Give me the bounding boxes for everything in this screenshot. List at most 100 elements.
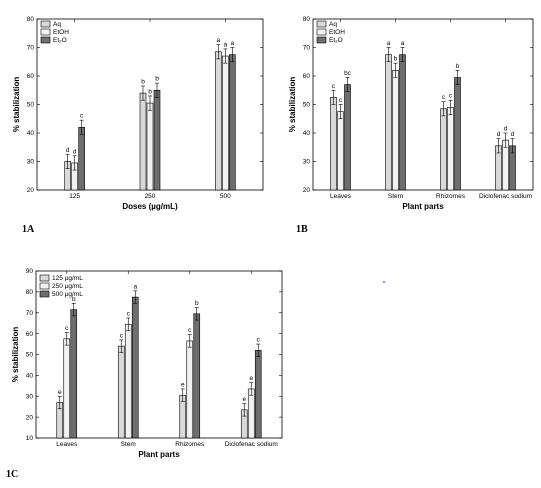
y-tick-label: 80 [303, 16, 311, 23]
significance-label: a [231, 40, 235, 47]
significance-label: a [133, 283, 137, 290]
bar [153, 89, 161, 191]
bar [392, 70, 399, 191]
bar [117, 345, 125, 439]
legend-label: Aq [329, 21, 337, 28]
bar [454, 77, 461, 191]
y-tick-label: 50 [27, 102, 35, 109]
y-tick-label: 60 [303, 73, 311, 80]
bar [193, 313, 201, 439]
x-tick-label: Stem [121, 441, 136, 448]
legend-swatch [316, 20, 327, 28]
y-tick-label: 30 [27, 159, 35, 166]
legend-swatch [316, 36, 327, 44]
significance-label: bc [344, 70, 352, 77]
x-tick-label: 125 [69, 193, 80, 200]
x-axis-title: Plant parts [402, 202, 444, 211]
bar [254, 350, 262, 439]
legend-label: Et₂O [53, 37, 67, 44]
y-tick-label: 40 [27, 130, 35, 137]
y-tick-label: 70 [303, 45, 311, 52]
bar [229, 54, 236, 191]
legend-swatch [39, 274, 50, 282]
legend-swatch [40, 28, 51, 36]
legend-swatch [316, 28, 327, 36]
legend-label: EtOH [53, 29, 69, 36]
y-tick-label: 70 [26, 310, 34, 317]
significance-label: a [217, 37, 221, 44]
panel-label-1b: 1B [296, 224, 308, 235]
bar [215, 51, 222, 191]
bar [440, 108, 447, 191]
significance-label: d [73, 148, 77, 155]
stray-dot [383, 281, 385, 283]
significance-label: c [332, 83, 336, 90]
legend-label: 250 µg/mL [52, 283, 83, 290]
bar [502, 139, 509, 191]
y-tick-label: 20 [303, 187, 311, 194]
significance-label: e [181, 381, 185, 388]
significance-label: d [511, 131, 515, 138]
significance-label: d [66, 147, 70, 154]
y-axis-title: % stabilization [11, 327, 20, 383]
bar [385, 54, 392, 191]
y-tick-label: 40 [303, 130, 311, 137]
chart-1c: 10 20 30 40 50 60 70 80 90 % stabilization Plant p… [11, 268, 283, 459]
significance-label: b [456, 63, 460, 70]
y-tick-label: 30 [26, 393, 34, 400]
y-tick-label: 60 [26, 331, 34, 338]
y-tick-label: 40 [26, 373, 34, 380]
x-tick-label: Rhizomes [175, 441, 205, 448]
y-tick-label: 80 [27, 16, 35, 23]
bar [146, 102, 154, 191]
significance-label: a [224, 41, 228, 48]
legend-label: 125 µg/mL [52, 275, 83, 282]
significance-label: a [401, 40, 405, 47]
bar [124, 323, 132, 439]
bar [63, 338, 71, 439]
significance-label: c [449, 93, 453, 100]
significance-label: b [155, 76, 159, 83]
y-tick-label: 20 [26, 414, 34, 421]
bar [186, 340, 194, 439]
significance-label: d [497, 131, 501, 138]
y-axis-title: % stabilization [288, 77, 297, 133]
bar [399, 54, 406, 191]
significance-label: c [127, 310, 131, 317]
legend-label: Aq [53, 21, 61, 28]
significance-label: b [394, 56, 398, 63]
legend-label: 500 µg/mL [52, 291, 83, 298]
x-tick-label: Leaves [330, 193, 352, 200]
legend-swatch [39, 290, 50, 298]
panel-label-1a: 1A [22, 224, 35, 235]
bar [337, 111, 344, 191]
significance-label: c [65, 325, 69, 332]
y-tick-label: 30 [303, 159, 311, 166]
significance-label: c [120, 332, 124, 339]
chart-1b: 20 30 40 50 60 70 80 % stabilization Plant parts… [288, 16, 534, 211]
panel-label-1c: 1C [6, 469, 18, 480]
significance-label: e [249, 375, 253, 382]
bar [78, 127, 85, 191]
x-tick-label: 250 [145, 193, 156, 200]
y-tick-label: 50 [26, 352, 34, 359]
y-tick-label: 70 [27, 45, 35, 52]
bar [222, 55, 229, 191]
x-tick-label: Rhizomes [436, 193, 466, 200]
y-tick-label: 50 [303, 102, 311, 109]
bar [344, 84, 351, 191]
significance-label: c [257, 337, 261, 344]
legend-swatch [40, 36, 51, 44]
bar [70, 309, 78, 439]
significance-label: d [504, 126, 508, 133]
significance-label: e [242, 396, 246, 403]
significance-label: c [442, 94, 446, 101]
significance-label: b [148, 88, 152, 95]
x-tick-label: 500 [220, 193, 231, 200]
legend-swatch [40, 20, 51, 28]
legend-label: EtOH [329, 29, 345, 36]
significance-label: b [72, 296, 76, 303]
bar [447, 107, 454, 191]
y-tick-label: 20 [27, 187, 35, 194]
